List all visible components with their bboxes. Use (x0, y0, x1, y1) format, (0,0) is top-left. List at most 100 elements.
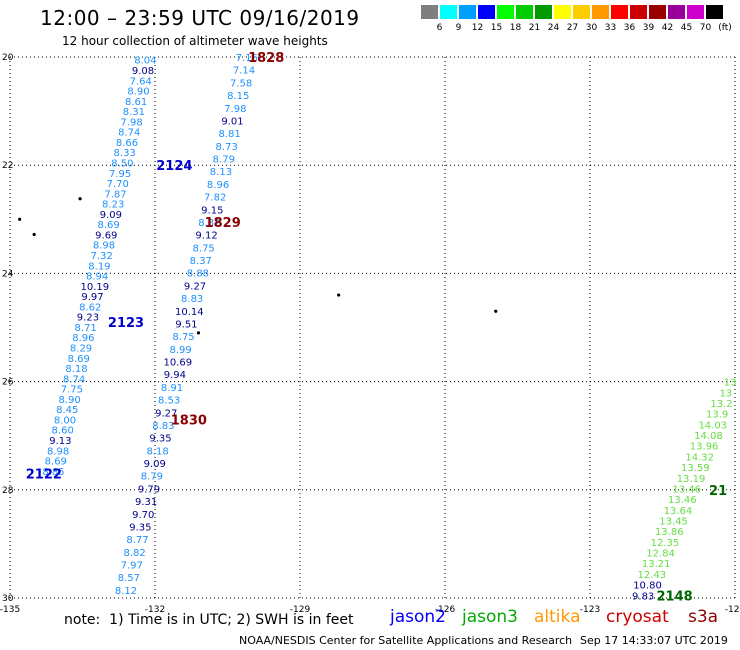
swh-value: 9.09 (100, 210, 122, 221)
legend-label: 24 (547, 23, 560, 33)
legend-label: 12 (471, 23, 484, 33)
swh-value: 9.83 (632, 591, 654, 602)
swh-value: 10.80 (633, 581, 662, 592)
legend-swatch (668, 5, 685, 19)
legend-swatch (478, 5, 495, 19)
swh-value: 9.27 (155, 408, 177, 419)
swh-value: 8.15 (227, 91, 249, 102)
pass-time: 2124 (156, 159, 192, 174)
swh-value: 8.73 (216, 142, 238, 153)
pass-time: 2122 (26, 468, 62, 483)
swh-value: 8.29 (70, 344, 92, 355)
swh-value: 8.99 (170, 345, 192, 356)
swh-value: 7.75 (61, 385, 83, 396)
swh-value: 9.35 (129, 522, 151, 533)
swh-value: 8.81 (218, 129, 240, 140)
swh-value: 8.33 (114, 148, 136, 159)
pass-time-labels: 1828 2124 1829 2123 1830 2122 21 2148 (26, 51, 727, 604)
swh-value: 10.14 (175, 307, 204, 318)
swh-value: 8.13 (210, 167, 232, 178)
swh-value: 13.86 (655, 527, 684, 538)
swh-value: 12.84 (646, 549, 675, 560)
legend-label: 45 (680, 23, 693, 33)
legend-swatch (687, 5, 704, 19)
swh-value: 8.45 (56, 405, 78, 416)
legend-swatch (497, 5, 514, 19)
legend-unit: (ft) (718, 23, 732, 33)
swh-value: 7.98 (120, 117, 142, 128)
swh-value: 14.03 (698, 420, 727, 431)
credit-line: NOAA/NESDIS Center for Satellite Applica… (239, 634, 573, 647)
swh-value: 7.95 (109, 169, 131, 180)
swh-value: 7.32 (91, 251, 113, 262)
islands (18, 197, 498, 335)
swh-value: 8.83 (152, 421, 174, 432)
swh-value: 8.12 (115, 586, 137, 597)
generated-timestamp: Sep 17 14:33:07 UTC 2019 (580, 634, 728, 647)
lat-lon-grid (9, 56, 736, 599)
swh-value: 8.96 (207, 180, 229, 191)
lat-label: 30 (2, 594, 14, 604)
legend-label: 33 (604, 23, 617, 33)
legend-swatch (440, 5, 457, 19)
swh-value: 8.75 (172, 332, 194, 343)
swh-value: 8.83 (181, 294, 203, 305)
swh-value: 8.98 (93, 241, 115, 252)
swh-value: 7.97 (121, 561, 143, 572)
lon-label: -129 (290, 605, 311, 615)
lon-label: -135 (0, 605, 20, 615)
swh-value: 8.79 (141, 472, 163, 483)
island-marker (78, 197, 82, 201)
swh-value: 7.82 (204, 193, 226, 204)
lon-label: -120 (725, 605, 740, 615)
swh-value: 8.98 (47, 446, 69, 457)
swh-value: 8.79 (213, 155, 235, 166)
swh-value: 14.08 (694, 431, 723, 442)
satellite-name: altika (534, 607, 581, 627)
satellite-name: jason3 (462, 607, 518, 627)
axis-labels: 20 22 24 26 28 30-135 -132 -129 -126 -123 -120 (0, 53, 740, 615)
island-marker (18, 217, 22, 221)
legend-swatch (573, 5, 590, 19)
island-marker (337, 293, 341, 297)
swh-value: 9.23 (77, 313, 99, 324)
swh-value: 7.70 (107, 179, 129, 190)
swh-value: 13.45 (659, 517, 688, 528)
swh-value: 13.59 (681, 463, 710, 474)
swh-value: 8.23 (102, 200, 124, 211)
swh-value: 9.08 (132, 66, 154, 77)
pass-time: 1828 (248, 51, 284, 66)
swh-value: 9.01 (221, 116, 243, 127)
swh-value: 7.98 (224, 104, 246, 115)
swh-value: 14.32 (685, 452, 714, 463)
swh-value: 10.19 (81, 282, 110, 293)
lat-label: 24 (2, 269, 14, 279)
swh-value: 9.51 (175, 319, 197, 330)
swh-value: 8.66 (116, 138, 138, 149)
lat-label: 28 (2, 486, 14, 496)
swh-value: 7.16 (236, 53, 258, 64)
swh-value: 8.31 (123, 107, 145, 118)
swh-value: 13 (724, 378, 737, 389)
swh-value: 13.19 (677, 474, 706, 485)
swh-value: 8.32 (198, 218, 220, 229)
swh-value: 8.82 (123, 548, 145, 559)
page-subtitle: 12 hour collection of altimeter wave hei… (62, 34, 328, 48)
swh-value: 9.15 (201, 205, 223, 216)
swh-value: 8.60 (52, 426, 74, 437)
lon-label: -126 (435, 605, 456, 615)
swh-value: 8.37 (190, 256, 212, 267)
swh-value: 8.94 (86, 272, 108, 283)
legend-swatch (630, 5, 647, 19)
swh-value: 13.21 (642, 559, 671, 570)
altimeter-tracks: 8.049.087.648.908.618.317.988.748.668.33… (42, 53, 736, 602)
swh-value: 9.35 (149, 434, 171, 445)
swh-value: 8.50 (111, 158, 133, 169)
swh-value: 9.70 (132, 510, 154, 521)
island-marker (494, 309, 498, 313)
legend-swatch (611, 5, 628, 19)
swh-value: 8.71 (75, 323, 97, 334)
legend-swatch (535, 5, 552, 19)
lon-label: -123 (580, 605, 600, 615)
swh-value: 8.91 (161, 383, 183, 394)
